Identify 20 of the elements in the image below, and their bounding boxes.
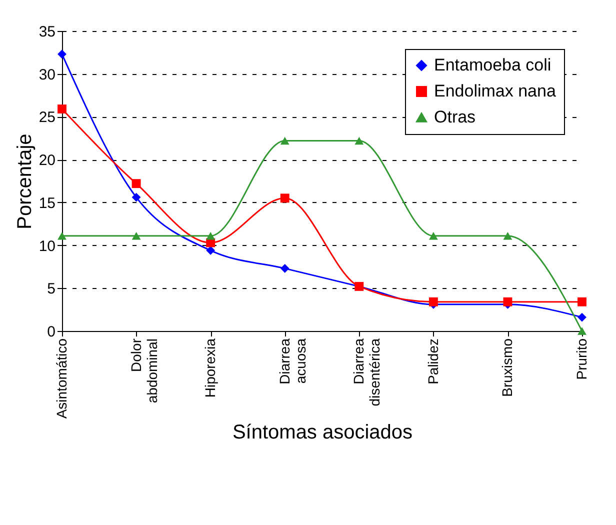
y-tick-label: 30 <box>38 66 56 84</box>
x-tick-label: Prurito <box>574 338 590 380</box>
x-tick-label: Asintomático <box>54 338 70 419</box>
y-tick-label: 5 <box>47 280 56 298</box>
x-tick-label: Dolor abdominal <box>128 338 160 404</box>
legend-label: Endolimax nana <box>434 82 556 100</box>
y-tick-label: 0 <box>47 324 56 340</box>
y-tick-label: 35 <box>38 24 56 40</box>
x-tick-label: Palidez <box>424 338 441 384</box>
x-tick-label: Diarrea acuosa <box>276 338 308 384</box>
y-tick-label: 15 <box>38 194 56 212</box>
y-tick-label: 20 <box>38 152 56 170</box>
x-axis-title: Síntomas asociados <box>232 422 413 444</box>
x-tick-label: Hiporexia <box>202 338 218 398</box>
y-tick-label: 10 <box>38 238 56 255</box>
y-tick-label: 25 <box>38 109 56 126</box>
legend-label: Otras <box>434 108 476 126</box>
legend-label: Entamoeba coli <box>434 56 552 74</box>
y-axis-title: Porcentaje <box>14 134 36 230</box>
x-tick-label: Bruxismo <box>499 338 516 397</box>
